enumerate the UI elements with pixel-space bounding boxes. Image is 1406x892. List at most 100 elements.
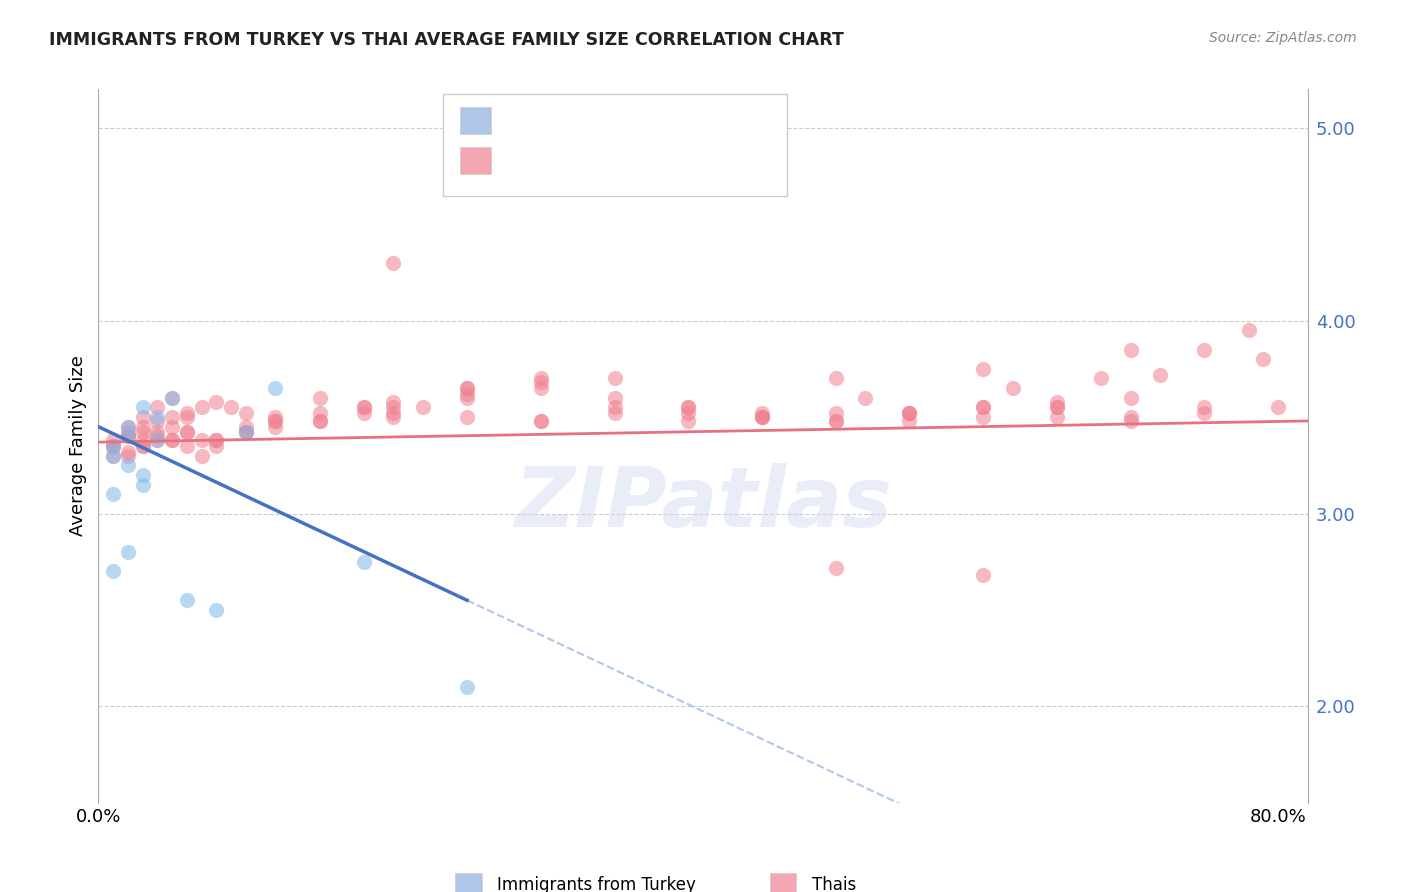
Point — [603, 406, 626, 420]
Point — [131, 425, 153, 440]
Point — [1046, 401, 1069, 415]
Point — [205, 434, 228, 448]
Point — [678, 406, 700, 420]
Point — [382, 410, 405, 425]
Point — [1267, 401, 1289, 415]
Text: 20: 20 — [668, 111, 693, 130]
Point — [176, 593, 198, 607]
Point — [205, 394, 228, 409]
Point — [190, 434, 212, 448]
Point — [308, 391, 330, 405]
Point — [190, 449, 212, 463]
Text: IMMIGRANTS FROM TURKEY VS THAI AVERAGE FAMILY SIZE CORRELATION CHART: IMMIGRANTS FROM TURKEY VS THAI AVERAGE F… — [49, 31, 844, 49]
Point — [853, 391, 876, 405]
Point — [1194, 406, 1216, 420]
Point — [235, 425, 257, 440]
Text: Source: ZipAtlas.com: Source: ZipAtlas.com — [1209, 31, 1357, 45]
Point — [308, 414, 330, 428]
Point — [530, 376, 553, 390]
Point — [146, 429, 169, 443]
Text: 0.058: 0.058 — [541, 151, 600, 170]
Point — [101, 449, 124, 463]
Point — [1046, 394, 1069, 409]
Point — [117, 545, 139, 559]
Point — [1119, 414, 1142, 428]
Point — [160, 391, 183, 405]
Text: 114: 114 — [668, 151, 707, 170]
Point — [146, 401, 169, 415]
Point — [117, 419, 139, 434]
Point — [308, 414, 330, 428]
Point — [131, 419, 153, 434]
Point — [603, 371, 626, 385]
Point — [382, 401, 405, 415]
Point — [353, 401, 375, 415]
Point — [1119, 391, 1142, 405]
Point — [235, 425, 257, 440]
Point — [1001, 381, 1024, 395]
Point — [264, 419, 287, 434]
Point — [101, 439, 124, 453]
Point — [160, 434, 183, 448]
Point — [898, 406, 921, 420]
Point — [117, 458, 139, 473]
Point — [146, 410, 169, 425]
Point — [264, 414, 287, 428]
Point — [1237, 323, 1260, 337]
Point — [1119, 410, 1142, 425]
Point — [1119, 343, 1142, 357]
Point — [603, 391, 626, 405]
Point — [176, 406, 198, 420]
Point — [205, 439, 228, 453]
Point — [1046, 410, 1069, 425]
Point — [160, 410, 183, 425]
Text: R =: R = — [502, 111, 543, 130]
Point — [824, 406, 846, 420]
Point — [824, 560, 846, 574]
Point — [456, 381, 478, 395]
Point — [678, 401, 700, 415]
Point — [353, 401, 375, 415]
Point — [117, 449, 139, 463]
Point — [131, 467, 153, 482]
Point — [235, 425, 257, 440]
Point — [530, 381, 553, 395]
Point — [530, 371, 553, 385]
Point — [1149, 368, 1171, 382]
Point — [751, 410, 773, 425]
Text: N =: N = — [614, 151, 668, 170]
Point — [1090, 371, 1112, 385]
Y-axis label: Average Family Size: Average Family Size — [69, 356, 87, 536]
Point — [190, 401, 212, 415]
Point — [131, 434, 153, 448]
Point — [160, 391, 183, 405]
Point — [117, 444, 139, 458]
Point — [146, 434, 169, 448]
Point — [456, 680, 478, 694]
Point — [898, 406, 921, 420]
Point — [219, 401, 242, 415]
Point — [1046, 401, 1069, 415]
Point — [160, 434, 183, 448]
Point — [101, 487, 124, 501]
Point — [972, 401, 994, 415]
Point — [603, 401, 626, 415]
Point — [117, 425, 139, 440]
Point — [264, 414, 287, 428]
FancyBboxPatch shape — [456, 873, 482, 892]
Point — [131, 477, 153, 491]
Point — [235, 419, 257, 434]
Text: Immigrants from Turkey: Immigrants from Turkey — [498, 876, 696, 892]
Point — [382, 394, 405, 409]
Point — [160, 419, 183, 434]
Point — [176, 425, 198, 440]
Point — [456, 387, 478, 401]
Point — [101, 434, 124, 448]
Point — [235, 406, 257, 420]
Point — [353, 555, 375, 569]
Point — [530, 414, 553, 428]
Point — [751, 406, 773, 420]
Point — [176, 425, 198, 440]
Point — [117, 429, 139, 443]
Point — [972, 410, 994, 425]
